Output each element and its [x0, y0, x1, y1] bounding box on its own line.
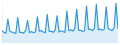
chart	[0, 0, 120, 45]
series	[2, 3, 118, 43]
area	[2, 3, 118, 43]
plot-area	[2, 3, 118, 44]
line	[2, 3, 118, 33]
